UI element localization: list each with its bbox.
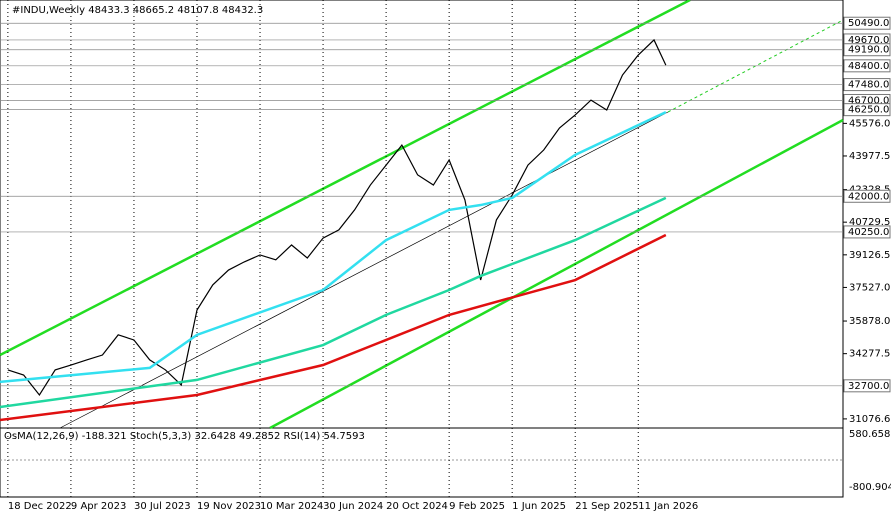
x-tick-label: 30 Jun 2024 bbox=[323, 501, 383, 512]
channel-upper bbox=[0, 0, 691, 357]
y-tick-label: 35878.0 bbox=[849, 316, 890, 327]
x-tick-label: 20 Oct 2024 bbox=[386, 501, 448, 512]
level-label: 32700.0 bbox=[848, 381, 889, 392]
level-label: 42000.0 bbox=[848, 191, 889, 202]
x-tick-label: 10 Mar 2024 bbox=[260, 501, 323, 512]
level-label: 40250.0 bbox=[848, 227, 889, 238]
x-tick-label: 18 Dec 2022 bbox=[8, 501, 72, 512]
level-box bbox=[843, 225, 891, 239]
series-line bbox=[7, 38, 667, 397]
level-label: 50490.0 bbox=[848, 18, 889, 29]
x-tick-label: 1 Jun 2025 bbox=[512, 501, 566, 512]
x-tick-label: 30 Jul 2023 bbox=[134, 501, 191, 512]
indicator-label: OsMA(12,26,9) -188.321 Stoch(5,3,3) 32.6… bbox=[4, 431, 365, 442]
trend-line bbox=[59, 111, 669, 429]
level-label: 46700.0 bbox=[848, 95, 889, 106]
x-tick-label: 9 Feb 2025 bbox=[449, 501, 505, 512]
level-label: 47480.0 bbox=[848, 80, 889, 91]
series-line bbox=[0, 196, 667, 409]
y-tick-label: 39126.5 bbox=[849, 250, 890, 261]
plot-frame bbox=[0, 0, 844, 498]
level-label: 48400.0 bbox=[848, 61, 889, 72]
y-tick-label: 40729.5 bbox=[849, 217, 890, 228]
level-box bbox=[843, 16, 891, 30]
x-tick-label: 19 Nov 2023 bbox=[197, 501, 261, 512]
y-tick-label: 31076.6 bbox=[849, 414, 890, 425]
level-box bbox=[843, 59, 891, 73]
y-tick-label: 43977.5 bbox=[849, 151, 890, 162]
level-box bbox=[843, 103, 891, 117]
series-line bbox=[0, 233, 667, 422]
level-box bbox=[843, 43, 891, 57]
level-box bbox=[843, 379, 891, 393]
y-tick-label: 37527.0 bbox=[849, 282, 890, 293]
x-tick-label: 11 Jan 2026 bbox=[638, 501, 698, 512]
level-label: 46250.0 bbox=[848, 105, 889, 116]
sub-tick-label: 580.658 bbox=[849, 429, 890, 440]
level-box bbox=[843, 78, 891, 92]
y-tick-label: 34277.5 bbox=[849, 349, 890, 360]
chart-title: #INDU,Weekly 48433.3 48665.2 48107.8 484… bbox=[12, 5, 263, 16]
level-label: 49190.0 bbox=[848, 45, 889, 56]
y-tick-label: 45576.0 bbox=[849, 118, 890, 129]
x-tick-label: 21 Sep 2025 bbox=[575, 501, 638, 512]
sub-tick-label: -800.904 bbox=[849, 482, 891, 493]
channel-lower bbox=[269, 118, 844, 430]
level-label: 49670.0 bbox=[848, 35, 889, 46]
series-line bbox=[0, 110, 667, 384]
level-box bbox=[843, 189, 891, 203]
x-tick-label: 9 Apr 2023 bbox=[71, 501, 126, 512]
